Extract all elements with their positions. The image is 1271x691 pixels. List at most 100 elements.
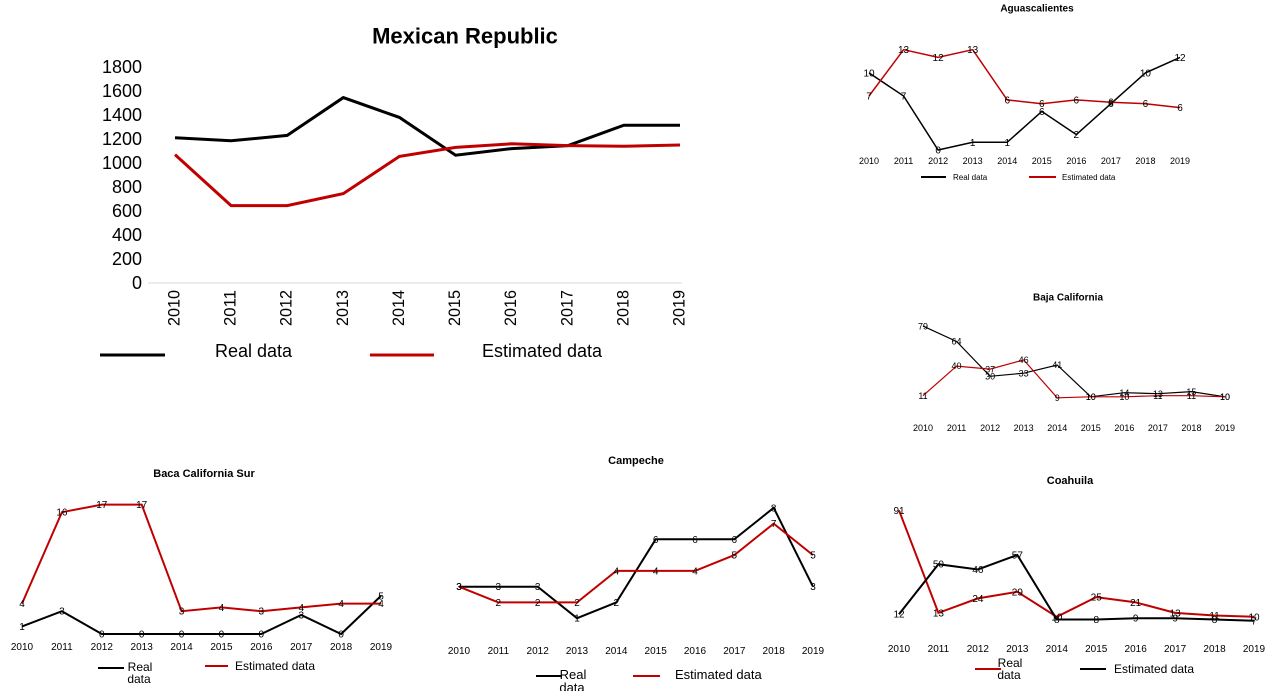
x-tick-label: 2015 [1085, 644, 1108, 655]
data-label: 7 [1251, 616, 1257, 627]
x-tick-label: 2015 [1032, 156, 1052, 166]
data-label: 11 [1187, 391, 1196, 401]
chart-title: Coahuila [1047, 475, 1094, 487]
x-tick-label: 2014 [997, 156, 1017, 166]
y-tick-label: 200 [112, 249, 142, 269]
legend-label-line: Real [128, 660, 153, 674]
data-label: 6 [653, 535, 659, 546]
data-label: 46 [972, 565, 984, 576]
data-label: 40 [952, 361, 962, 371]
x-tick-label: 2017 [1148, 423, 1168, 433]
y-tick-label: 1000 [102, 153, 142, 173]
data-label: 1 [970, 138, 976, 149]
x-tick-label: 2014 [1046, 644, 1069, 655]
data-label: 6 [1039, 107, 1045, 118]
x-tick-label: 2016 [501, 290, 520, 326]
x-tick-label: 2019 [1215, 423, 1235, 433]
data-label: 2 [614, 598, 620, 609]
data-label: 12 [933, 53, 945, 64]
x-tick-label: 2011 [947, 423, 966, 433]
data-label: 5 [378, 591, 384, 602]
legend-label: Estimated data [1062, 173, 1116, 182]
data-label: 7 [901, 92, 907, 103]
data-label: 64 [952, 337, 962, 347]
data-label: 10 [1220, 392, 1230, 402]
data-label: 21 [1130, 598, 1142, 609]
legend-label: Estimated data [675, 667, 762, 682]
data-label: 2 [574, 598, 580, 609]
data-label: 13 [967, 45, 979, 56]
x-tick-label: 2013 [131, 642, 154, 653]
data-label: 13 [898, 45, 910, 56]
x-tick-label: 2017 [290, 642, 313, 653]
x-tick-label: 2014 [170, 642, 193, 653]
data-label: 12 [1174, 53, 1186, 64]
data-label: 29 [1012, 587, 1024, 598]
x-tick-label: 2015 [445, 290, 464, 326]
x-tick-label: 2012 [527, 646, 550, 657]
legend-label-line: data [127, 672, 151, 686]
x-tick-label: 2012 [91, 642, 114, 653]
data-label: 3 [535, 582, 541, 593]
series-line [458, 522, 814, 604]
x-tick-label: 2016 [250, 642, 273, 653]
data-label: 46 [1019, 355, 1029, 365]
y-tick-label: 1400 [102, 105, 142, 125]
chart-mexican-republic: Mexican Republic 0 200 400 600 800 1000 1200 140… [100, 24, 688, 361]
data-label: 1 [574, 614, 580, 625]
data-label: 16 [56, 508, 68, 519]
chart-title: Aguascalientes [1000, 4, 1074, 15]
data-label: 10 [1140, 68, 1152, 79]
x-tick-label: 2013 [333, 290, 352, 326]
chart-title: Campeche [608, 455, 664, 467]
x-tick-label: 2011 [928, 644, 950, 655]
data-label: 10 [863, 68, 875, 79]
data-label: 79 [918, 321, 928, 331]
x-tick-label: 2018 [1135, 156, 1155, 166]
legend-label: Real data [559, 667, 586, 691]
data-label: 10 [1119, 392, 1129, 402]
data-label: 12 [893, 610, 905, 621]
data-label: 4 [19, 599, 25, 610]
data-label: 6 [1108, 99, 1114, 110]
data-label: 10 [1051, 612, 1063, 623]
data-label: 6 [732, 535, 738, 546]
x-tick-label: 2019 [802, 646, 825, 657]
data-label: 7 [866, 92, 872, 103]
data-label: 50 [933, 560, 945, 571]
x-tick-label: 2019 [1243, 644, 1266, 655]
data-label: 17 [136, 500, 148, 511]
data-label: 0 [338, 630, 344, 641]
series-line [898, 509, 1255, 618]
x-tick-label: 2014 [389, 290, 408, 326]
series-line [868, 56, 1181, 151]
data-label: 3 [810, 582, 816, 593]
data-label: 10 [1220, 392, 1230, 402]
x-tick-label: 2016 [1114, 423, 1134, 433]
chart-baca-california-sur: Baca California Sur 2010 2011 2012 2013 2014 2… [11, 468, 393, 686]
series-line [922, 359, 1226, 399]
data-label: 4 [298, 603, 304, 614]
data-label: 9 [1172, 614, 1178, 625]
data-label: 3 [496, 582, 502, 593]
legend-label: Real data [127, 660, 152, 686]
x-tick-label: 2017 [1101, 156, 1121, 166]
x-tick-label: 2011 [894, 156, 913, 166]
data-label: 3 [59, 607, 65, 618]
data-label: 6 [1108, 98, 1114, 109]
data-label: 3 [456, 582, 462, 593]
data-label: 8 [1054, 615, 1060, 626]
x-tick-label: 2013 [1006, 644, 1029, 655]
x-tick-label: 2012 [980, 423, 1000, 433]
data-label: 3 [259, 607, 265, 618]
x-tick-label: 2014 [605, 646, 628, 657]
data-label: 1 [1004, 138, 1010, 149]
x-tick-label: 2017 [723, 646, 746, 657]
x-tick-label: 2014 [1047, 423, 1067, 433]
data-label: 11 [1209, 611, 1220, 622]
data-label: 8 [1212, 615, 1218, 626]
legend-label-line: Real [998, 656, 1023, 670]
x-tick-label: 2018 [763, 646, 786, 657]
